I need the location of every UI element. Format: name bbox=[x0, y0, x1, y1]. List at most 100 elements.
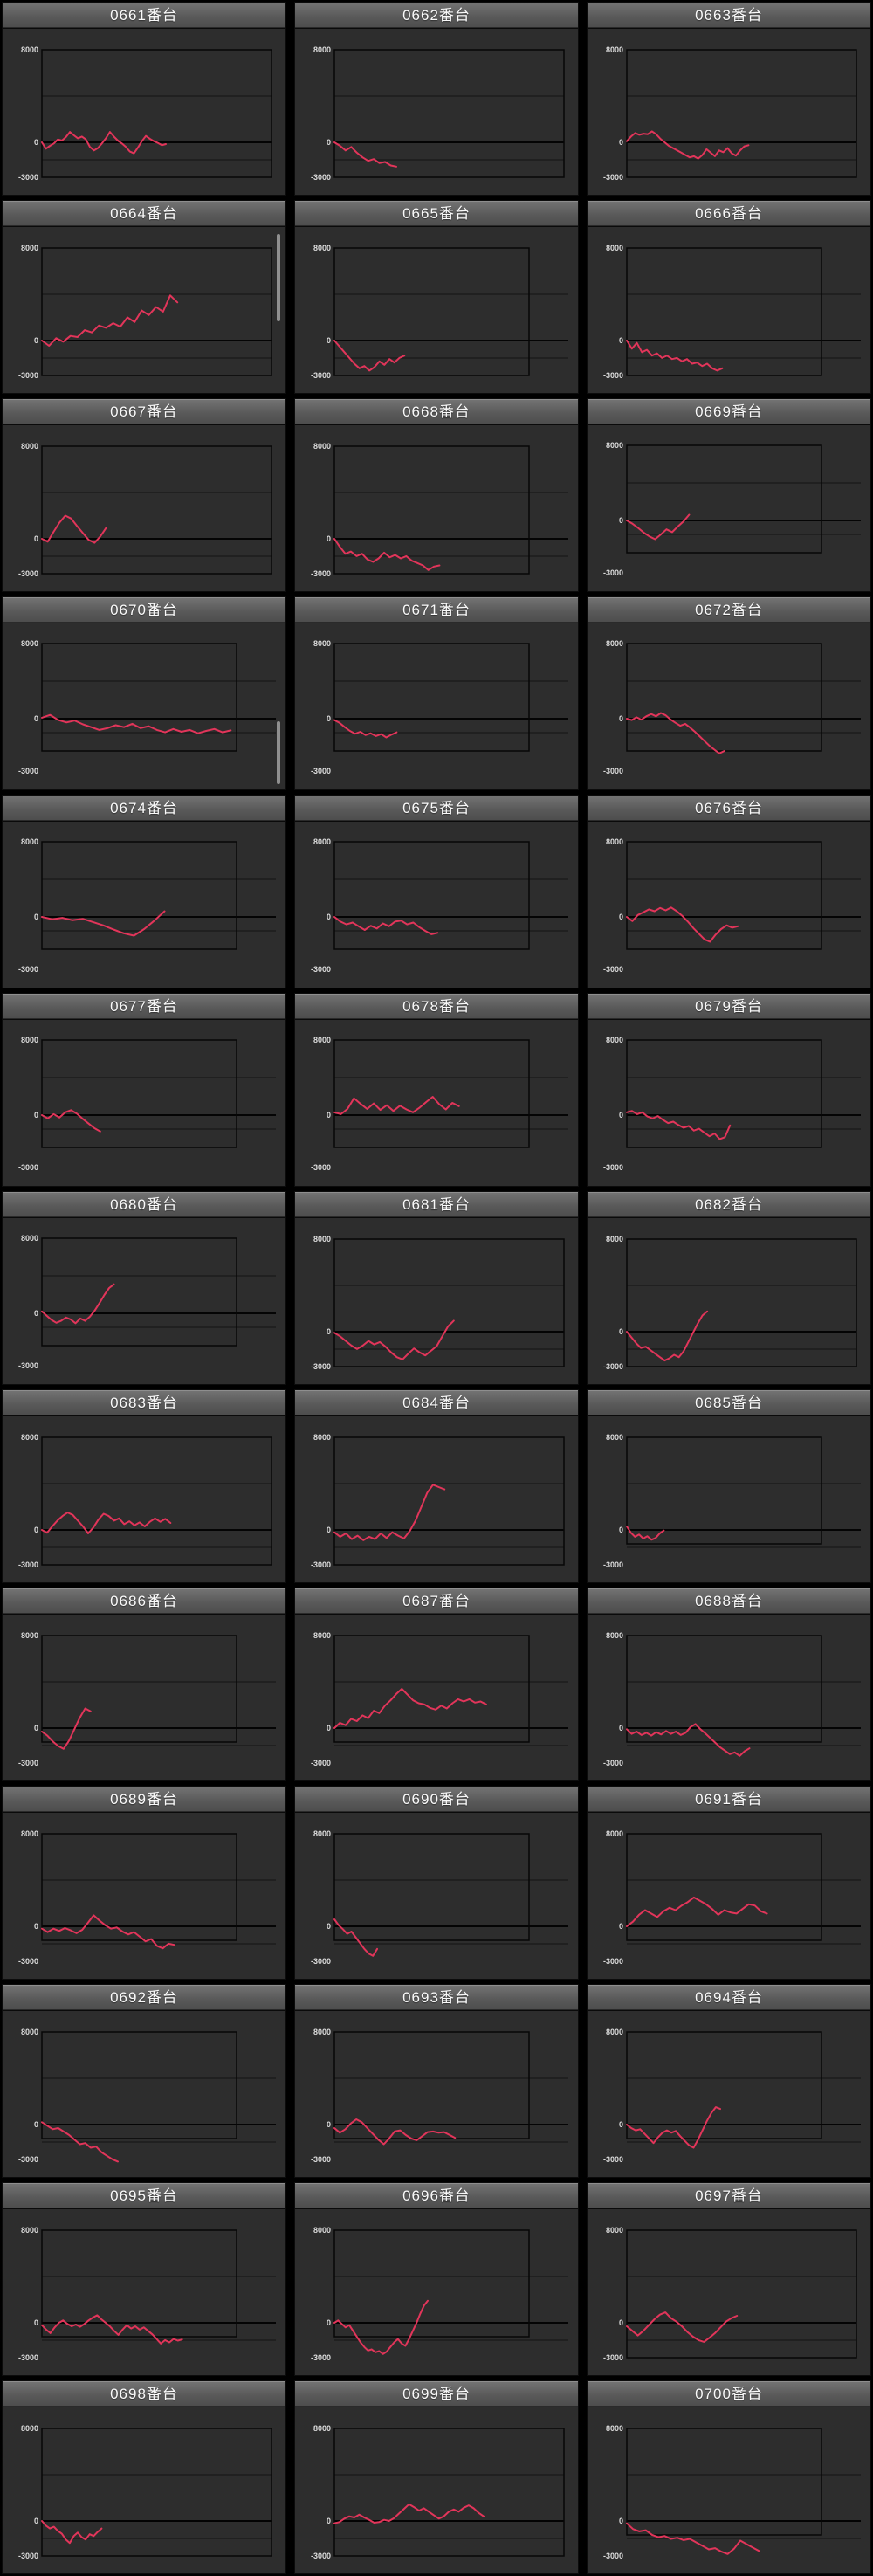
machine-title: 0698番台 bbox=[3, 2381, 285, 2407]
machine-cell-0669[interactable]: 0669番台 8000 0 -3000 bbox=[587, 398, 871, 592]
plot-frame bbox=[626, 2428, 822, 2536]
scrollbar-thumb[interactable] bbox=[277, 721, 280, 784]
machine-cell-0661[interactable]: 0661番台 8000 0 -3000 bbox=[2, 2, 286, 196]
machine-cell-0695[interactable]: 0695番台 8000 0 -3000 bbox=[2, 2182, 286, 2376]
machine-cell-0691[interactable]: 0691番台 8000 0 -3000 bbox=[587, 1786, 871, 1980]
slump-line bbox=[626, 2311, 739, 2343]
machine-cell-0666[interactable]: 0666番台 8000 0 -3000 bbox=[587, 200, 871, 394]
plot-frame bbox=[626, 444, 822, 554]
machine-cell-0689[interactable]: 0689番台 8000 0 -3000 bbox=[2, 1786, 286, 1980]
plot-frame bbox=[333, 49, 565, 178]
plot-frame bbox=[41, 643, 237, 752]
machine-cell-0678[interactable]: 0678番台 8000 0 -3000 bbox=[294, 993, 579, 1187]
plot-frame bbox=[333, 2428, 565, 2557]
machine-cell-0671[interactable]: 0671番台 8000 0 -3000 bbox=[294, 596, 579, 790]
machine-title: 0686番台 bbox=[3, 1588, 285, 1615]
axis-label-minus3000: -3000 bbox=[603, 2552, 623, 2560]
machine-title: 0692番台 bbox=[3, 1985, 285, 2011]
axis-label-8000: 8000 bbox=[21, 1036, 38, 1044]
slump-line bbox=[333, 538, 441, 571]
machine-title: 0685番台 bbox=[588, 1390, 870, 1416]
machine-cell-0663[interactable]: 0663番台 8000 0 -3000 bbox=[587, 2, 871, 196]
machine-title: 0675番台 bbox=[295, 796, 578, 822]
machine-cell-0696[interactable]: 0696番台 8000 0 -3000 bbox=[294, 2182, 579, 2376]
axis-label-0: 0 bbox=[619, 1724, 623, 1732]
axis-label-minus3000: -3000 bbox=[311, 965, 331, 974]
axis-label-minus3000: -3000 bbox=[311, 1362, 331, 1371]
machine-cell-0699[interactable]: 0699番台 8000 0 -3000 bbox=[294, 2380, 579, 2574]
slump-graph: 8000 0 -3000 bbox=[603, 639, 861, 775]
slump-line bbox=[626, 1526, 665, 1541]
plot-frame bbox=[41, 49, 272, 178]
axis-label-0: 0 bbox=[619, 1922, 623, 1931]
plot-frame bbox=[626, 1039, 822, 1148]
machine-cell-0687[interactable]: 0687番台 8000 0 -3000 bbox=[294, 1588, 579, 1781]
slump-graph: 8000 0 -3000 bbox=[603, 1829, 861, 1966]
machine-cell-0674[interactable]: 0674番台 8000 0 -3000 bbox=[2, 795, 286, 988]
slump-line bbox=[626, 130, 750, 160]
machine-cell-0693[interactable]: 0693番台 8000 0 -3000 bbox=[294, 1984, 579, 2178]
slump-line bbox=[626, 1723, 751, 1757]
axis-label-8000: 8000 bbox=[313, 45, 331, 54]
axis-label-8000: 8000 bbox=[21, 2226, 38, 2235]
machine-title: 0693番台 bbox=[295, 1985, 578, 2011]
machine-cell-0675[interactable]: 0675番台 8000 0 -3000 bbox=[294, 795, 579, 988]
machine-cell-0665[interactable]: 0665番台 8000 0 -3000 bbox=[294, 200, 579, 394]
machine-cell-0686[interactable]: 0686番台 8000 0 -3000 bbox=[2, 1588, 286, 1781]
machine-cell-0700[interactable]: 0700番台 8000 0 -3000 bbox=[587, 2380, 871, 2574]
machine-cell-0662[interactable]: 0662番台 8000 0 -3000 bbox=[294, 2, 579, 196]
axis-label-0: 0 bbox=[34, 336, 38, 345]
axis-label-minus3000: -3000 bbox=[18, 965, 38, 974]
axis-label-8000: 8000 bbox=[21, 2028, 38, 2036]
machine-cell-0683[interactable]: 0683番台 8000 0 -3000 bbox=[2, 1389, 286, 1583]
scrollbar-thumb[interactable] bbox=[277, 234, 280, 321]
axis-label-8000: 8000 bbox=[313, 2226, 331, 2235]
machine-cell-0668[interactable]: 0668番台 8000 0 -3000 bbox=[294, 398, 579, 592]
axis-label-8000: 8000 bbox=[21, 1829, 38, 1838]
machine-cell-0670[interactable]: 0670番台 8000 0 -3000 bbox=[2, 596, 286, 790]
slump-graph: 8000 0 -3000 bbox=[311, 1433, 565, 1569]
slump-line bbox=[626, 1110, 732, 1140]
slump-graph: 8000 0 -3000 bbox=[603, 2424, 861, 2560]
slump-line bbox=[333, 1688, 487, 1729]
slump-graph: 8000 0 -3000 bbox=[603, 2226, 857, 2362]
machine-cell-0680[interactable]: 0680番台 8000 0 -3000 bbox=[2, 1191, 286, 1385]
axis-label-0: 0 bbox=[619, 913, 623, 921]
slump-graph: 8000 0 -3000 bbox=[18, 442, 272, 578]
axis-label-minus3000: -3000 bbox=[18, 371, 38, 380]
axis-label-8000: 8000 bbox=[606, 1036, 623, 1044]
machine-cell-0682[interactable]: 0682番台 8000 0 -3000 bbox=[587, 1191, 871, 1385]
machine-cell-0677[interactable]: 0677番台 8000 0 -3000 bbox=[2, 993, 286, 1187]
machine-cell-0667[interactable]: 0667番台 8000 0 -3000 bbox=[2, 398, 286, 592]
axis-label-0: 0 bbox=[619, 714, 623, 723]
slump-line bbox=[41, 294, 179, 347]
axis-label-8000: 8000 bbox=[606, 837, 623, 846]
machine-cell-0698[interactable]: 0698番台 8000 0 -3000 bbox=[2, 2380, 286, 2574]
machine-cell-0676[interactable]: 0676番台 8000 0 -3000 bbox=[587, 795, 871, 988]
machine-cell-0684[interactable]: 0684番台 8000 0 -3000 bbox=[294, 1389, 579, 1583]
machine-cell-0694[interactable]: 0694番台 8000 0 -3000 bbox=[587, 1984, 871, 2178]
machine-cell-0664[interactable]: 0664番台 8000 0 -3000 bbox=[2, 200, 286, 394]
machine-cell-0681[interactable]: 0681番台 8000 0 -3000 bbox=[294, 1191, 579, 1385]
axis-label-minus3000: -3000 bbox=[311, 371, 331, 380]
axis-label-0: 0 bbox=[619, 1327, 623, 1336]
axis-label-minus3000: -3000 bbox=[603, 1362, 623, 1371]
machine-cell-0697[interactable]: 0697番台 8000 0 -3000 bbox=[587, 2182, 871, 2376]
plot-frame bbox=[41, 841, 237, 950]
slump-graph: 8000 0 -3000 bbox=[18, 2028, 276, 2164]
axis-label-0: 0 bbox=[34, 1526, 38, 1534]
axis-label-0: 0 bbox=[619, 2120, 623, 2129]
axis-label-0: 0 bbox=[327, 138, 331, 147]
machine-cell-0685[interactable]: 0685番台 8000 0 -3000 bbox=[587, 1389, 871, 1583]
plot-frame bbox=[333, 1436, 565, 1566]
machine-title: 0661番台 bbox=[3, 3, 285, 29]
axis-label-minus3000: -3000 bbox=[603, 1759, 623, 1767]
machine-cell-0679[interactable]: 0679番台 8000 0 -3000 bbox=[587, 993, 871, 1187]
machine-cell-0692[interactable]: 0692番台 8000 0 -3000 bbox=[2, 1984, 286, 2178]
slump-line bbox=[41, 910, 166, 937]
axis-label-0: 0 bbox=[327, 714, 331, 723]
machine-cell-0688[interactable]: 0688番台 8000 0 -3000 bbox=[587, 1588, 871, 1781]
machine-cell-0690[interactable]: 0690番台 8000 0 -3000 bbox=[294, 1786, 579, 1980]
slump-line bbox=[41, 1109, 101, 1133]
machine-cell-0672[interactable]: 0672番台 8000 0 -3000 bbox=[587, 596, 871, 790]
